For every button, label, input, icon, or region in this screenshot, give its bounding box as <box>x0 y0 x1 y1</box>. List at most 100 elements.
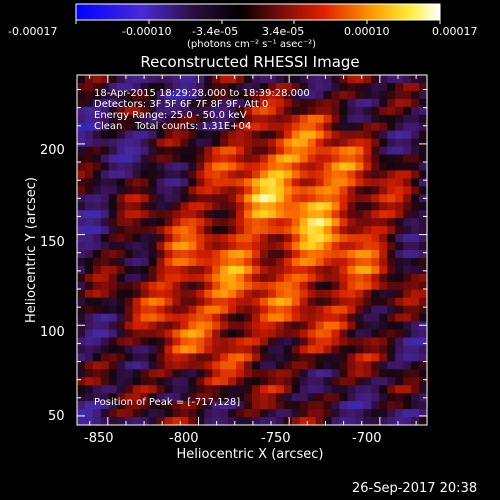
heatmap-pixel <box>315 369 324 378</box>
heatmap-pixel <box>387 393 396 402</box>
heatmap-pixel <box>252 385 261 394</box>
heatmap-pixel <box>244 257 253 267</box>
heatmap-pixel <box>84 369 94 378</box>
heatmap-pixel <box>339 289 348 299</box>
heatmap-pixel <box>172 130 181 140</box>
heatmap-pixel <box>77 297 86 307</box>
heatmap-pixel <box>331 178 340 187</box>
heatmap-pixel <box>172 170 181 179</box>
heatmap-pixel <box>283 114 293 124</box>
heatmap-pixel <box>132 297 142 307</box>
heatmap-pixel <box>419 178 428 187</box>
heatmap-pixel <box>180 178 189 187</box>
heatmap-pixel <box>108 186 118 195</box>
heatmap-pixel <box>108 337 118 346</box>
heatmap-pixel <box>100 369 110 378</box>
heatmap-pixel <box>379 194 388 203</box>
heatmap-pixel <box>212 377 221 386</box>
heatmap-pixel <box>156 218 165 227</box>
heatmap-pixel <box>371 305 380 315</box>
heatmap-pixel <box>291 98 301 108</box>
heatmap-pixel <box>323 82 332 92</box>
heatmap-pixel <box>196 250 205 259</box>
heatmap-pixel <box>283 130 293 140</box>
heatmap-pixel <box>291 417 301 426</box>
heatmap-pixel <box>236 218 245 227</box>
heatmap-pixel <box>124 226 134 235</box>
heatmap-pixel <box>259 154 269 163</box>
heatmap-pixel <box>252 90 261 100</box>
heatmap-pixel <box>180 90 189 100</box>
heatmap-pixel <box>108 130 118 140</box>
heatmap-pixel <box>315 154 324 163</box>
heatmap-pixel <box>236 401 245 410</box>
heatmap-pixel <box>244 353 253 362</box>
heatmap-pixel <box>164 265 173 275</box>
heatmap-pixel <box>172 393 181 402</box>
heatmap-pixel <box>275 289 285 299</box>
heatmap-pixel <box>355 114 364 124</box>
heatmap-pixel <box>252 82 261 92</box>
heatmap-pixel <box>172 98 181 108</box>
heatmap-pixel <box>92 75 102 84</box>
heatmap-pixel <box>283 257 293 267</box>
heatmap-pixel <box>116 114 126 124</box>
heatmap-pixel <box>275 265 285 275</box>
heatmap-pixel <box>204 218 213 227</box>
heatmap-pixel <box>84 273 94 283</box>
heatmap-pixel <box>347 250 356 259</box>
heatmap-pixel <box>156 273 165 283</box>
heatmap-pixel <box>228 75 237 84</box>
heatmap-pixel <box>188 369 197 378</box>
heatmap-pixel <box>259 218 269 227</box>
heatmap-pixel <box>315 361 324 370</box>
heatmap-pixel <box>148 409 157 418</box>
heatmap-pixel <box>164 401 173 410</box>
heatmap-pixel <box>363 226 372 235</box>
heatmap-pixel <box>252 345 261 354</box>
heatmap-pixel <box>411 289 420 299</box>
heatmap-pixel <box>252 305 261 315</box>
heatmap-pixel <box>411 75 420 84</box>
footer-timestamp: 26-Sep-2017 20:38 <box>352 481 478 496</box>
heatmap-pixel <box>252 154 261 163</box>
heatmap-pixel <box>307 401 317 410</box>
heatmap-pixel <box>419 305 428 315</box>
heatmap-pixel <box>196 170 205 179</box>
heatmap-pixel <box>77 250 86 259</box>
heatmap-pixel <box>259 98 269 108</box>
heatmap-pixel <box>267 265 277 275</box>
heatmap-pixel <box>100 337 110 346</box>
heatmap-pixel <box>323 353 332 362</box>
heatmap-pixel <box>252 329 261 338</box>
heatmap-pixel <box>307 202 317 211</box>
heatmap-pixel <box>116 202 126 211</box>
heatmap-pixel <box>363 417 372 426</box>
heatmap-pixel <box>291 146 301 155</box>
heatmap-pixel <box>188 305 197 315</box>
heatmap-pixel <box>156 289 165 299</box>
heatmap-pixel <box>108 194 118 203</box>
heatmap-pixel <box>196 273 205 283</box>
heatmap-pixel <box>291 210 301 219</box>
heatmap-pixel <box>228 281 237 291</box>
heatmap-pixel <box>331 305 340 315</box>
heatmap-pixel <box>140 409 149 418</box>
heatmap-pixel <box>252 337 261 346</box>
heatmap-pixel <box>267 154 277 163</box>
heatmap-pixel <box>307 178 317 187</box>
heatmap-pixel <box>156 409 165 418</box>
heatmap-pixel <box>259 377 269 386</box>
heatmap-pixel <box>403 369 412 378</box>
heatmap-pixel <box>132 234 142 243</box>
heatmap-pixel <box>355 345 364 354</box>
heatmap-pixel <box>116 130 126 140</box>
heatmap-pixel <box>124 218 134 227</box>
heatmap-pixel <box>220 289 229 299</box>
heatmap-pixel <box>299 281 309 291</box>
heatmap-pixel <box>355 361 364 370</box>
heatmap-pixel <box>299 202 309 211</box>
heatmap-pixel <box>77 234 86 243</box>
heatmap-pixel <box>347 130 356 140</box>
heatmap-pixel <box>84 122 94 132</box>
